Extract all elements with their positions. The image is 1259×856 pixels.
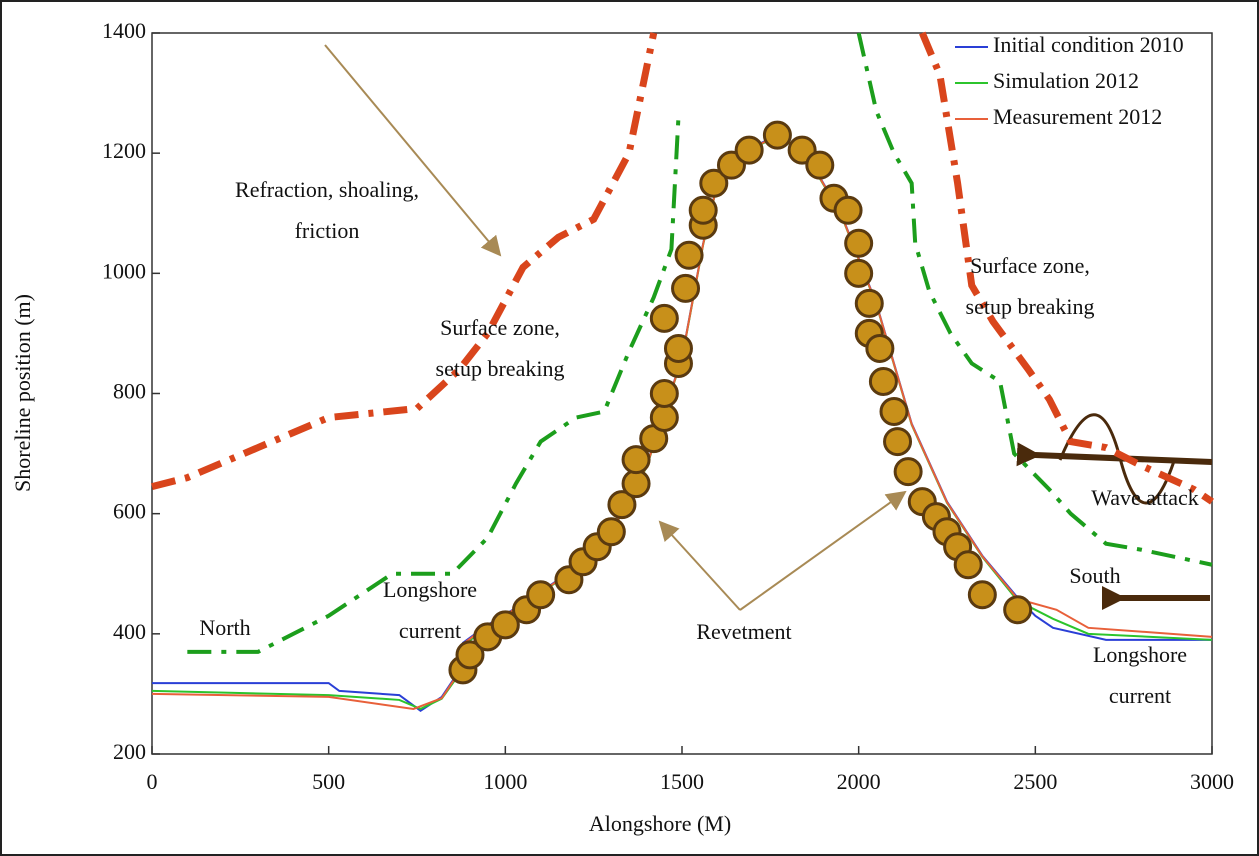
revetment-marker bbox=[663, 333, 693, 363]
annotation: Longshore bbox=[383, 577, 477, 602]
annotation: North bbox=[199, 615, 250, 640]
revetment-marker bbox=[674, 240, 704, 270]
revetment-marker bbox=[967, 580, 997, 610]
x-tick-label: 2000 bbox=[837, 769, 881, 794]
revetment-marker bbox=[893, 457, 923, 487]
revetment-marker bbox=[671, 273, 701, 303]
revetment-marker bbox=[621, 445, 651, 475]
revetment-marker bbox=[526, 580, 556, 610]
annotation: setup breaking bbox=[436, 356, 565, 381]
revetment-marker bbox=[953, 550, 983, 580]
annotation: South bbox=[1069, 563, 1120, 588]
y-tick-label: 1000 bbox=[102, 258, 146, 283]
revetment-marker bbox=[490, 610, 520, 640]
revetment-marker bbox=[844, 258, 874, 288]
dash-dot-line bbox=[919, 31, 1214, 505]
revetment-marker bbox=[649, 303, 679, 333]
revetment-marker bbox=[649, 403, 679, 433]
x-tick-label: 500 bbox=[312, 769, 345, 794]
x-tick-label: 3000 bbox=[1190, 769, 1234, 794]
dash-dot-line bbox=[187, 117, 681, 654]
annotation: Revetment bbox=[696, 619, 791, 644]
revetment-marker bbox=[833, 195, 863, 225]
revetment-marker bbox=[1003, 595, 1033, 625]
y-tick-label: 1200 bbox=[102, 138, 146, 163]
revetment-marker bbox=[762, 120, 792, 150]
revetment-marker bbox=[734, 135, 764, 165]
revetment-marker bbox=[854, 288, 884, 318]
legend-label: Measurement 2012 bbox=[993, 104, 1162, 129]
revetment-marker bbox=[699, 168, 729, 198]
annotation: Wave attack bbox=[1091, 485, 1199, 510]
x-tick-label: 1500 bbox=[660, 769, 704, 794]
annotation: Surface zone, bbox=[440, 315, 560, 340]
y-tick-label: 200 bbox=[113, 739, 146, 764]
x-tick-label: 0 bbox=[147, 769, 158, 794]
annotation: setup breaking bbox=[966, 294, 1095, 319]
legend-label: Simulation 2012 bbox=[993, 68, 1139, 93]
revetment-marker bbox=[621, 469, 651, 499]
revetment-marker bbox=[688, 195, 718, 225]
y-tick-label: 1400 bbox=[102, 18, 146, 43]
y-tick-label: 400 bbox=[113, 619, 146, 644]
annotation: Refraction, shoaling, bbox=[235, 177, 419, 202]
revetment-marker bbox=[879, 397, 909, 427]
revetment-marker bbox=[865, 333, 895, 363]
annotation: Longshore bbox=[1093, 642, 1187, 667]
revetment-marker bbox=[596, 517, 626, 547]
x-tick-label: 2500 bbox=[1013, 769, 1057, 794]
revetment-marker bbox=[649, 379, 679, 408]
arrow bbox=[658, 520, 741, 611]
annotation: Surface zone, bbox=[970, 253, 1090, 278]
annotation: current bbox=[399, 618, 461, 643]
arrow bbox=[324, 44, 502, 257]
revetment-marker bbox=[868, 366, 898, 396]
x-tick-label: 1000 bbox=[483, 769, 527, 794]
annotation: current bbox=[1109, 683, 1171, 708]
revetment-marker bbox=[844, 228, 874, 258]
revetment-marker bbox=[455, 640, 485, 670]
dash-dot-line bbox=[151, 32, 658, 491]
plot-frame bbox=[151, 32, 1213, 755]
plot-area bbox=[151, 32, 1213, 755]
annotation: friction bbox=[295, 218, 360, 243]
dash-dot-line bbox=[856, 32, 1213, 567]
revetment-marker bbox=[883, 427, 913, 457]
y-axis-label: Shoreline position (m) bbox=[10, 294, 35, 492]
revetment-marker bbox=[805, 150, 835, 180]
y-tick-label: 800 bbox=[113, 379, 146, 404]
arrow bbox=[739, 490, 907, 611]
revetment-marker bbox=[607, 490, 637, 520]
legend-label: Initial condition 2010 bbox=[993, 32, 1184, 57]
y-tick-label: 600 bbox=[113, 499, 146, 524]
x-axis-label: Alongshore (M) bbox=[589, 811, 731, 836]
